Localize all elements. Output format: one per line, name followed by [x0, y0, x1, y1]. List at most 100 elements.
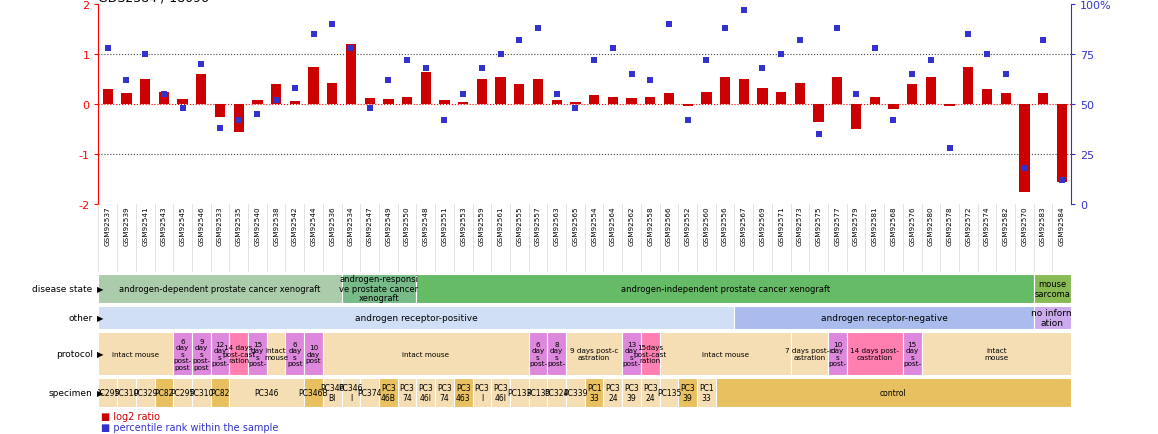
Text: GSM92577: GSM92577 — [834, 206, 841, 246]
Point — [1016, 165, 1034, 172]
Bar — [327, 84, 337, 105]
Bar — [472, 378, 491, 407]
Text: GSM92560: GSM92560 — [703, 206, 710, 246]
Bar — [907, 85, 917, 105]
Text: PC3
I: PC3 I — [475, 384, 490, 402]
Bar — [192, 332, 211, 375]
Text: GSM92549: GSM92549 — [386, 206, 391, 246]
Text: intact
mouse: intact mouse — [264, 348, 288, 360]
Text: GSM92565: GSM92565 — [572, 206, 579, 246]
Bar — [679, 378, 697, 407]
Text: 14 days post-
castration: 14 days post- castration — [850, 348, 900, 360]
Text: GSM92539: GSM92539 — [124, 206, 130, 246]
Point — [772, 52, 791, 59]
Text: disease state: disease state — [32, 284, 93, 293]
Point — [734, 8, 753, 15]
Bar — [154, 378, 174, 407]
Point — [435, 118, 454, 125]
Bar — [640, 332, 660, 375]
Text: GSM92557: GSM92557 — [535, 206, 541, 246]
Text: GSM92542: GSM92542 — [292, 206, 298, 246]
Bar — [454, 378, 472, 407]
Bar — [98, 332, 174, 375]
Bar — [514, 85, 525, 105]
Text: 6
day
s
post-
post: 6 day s post- post — [174, 338, 192, 370]
Bar — [510, 378, 529, 407]
Bar — [645, 98, 655, 105]
Point — [828, 26, 846, 33]
Text: PC1
33: PC1 33 — [699, 384, 713, 402]
Point — [379, 78, 397, 85]
Text: androgen-dependent prostate cancer xenograft: androgen-dependent prostate cancer xenog… — [119, 284, 321, 293]
Bar — [435, 378, 454, 407]
Bar — [664, 94, 674, 105]
Bar — [98, 306, 734, 329]
Bar — [529, 332, 548, 375]
Text: GSM92580: GSM92580 — [928, 206, 933, 246]
Point — [211, 125, 229, 132]
Bar — [308, 68, 318, 105]
Text: PC3
46I: PC3 46I — [418, 384, 433, 402]
Text: GSM92555: GSM92555 — [516, 206, 522, 246]
Text: GSM92547: GSM92547 — [367, 206, 373, 246]
Bar — [342, 378, 360, 407]
Text: GSM92573: GSM92573 — [797, 206, 802, 246]
Text: GSM92537: GSM92537 — [104, 206, 111, 246]
Point — [679, 118, 697, 125]
Bar — [234, 105, 244, 132]
Text: GSM92564: GSM92564 — [610, 206, 616, 246]
Bar — [570, 103, 580, 105]
Text: mouse
sarcoma: mouse sarcoma — [1034, 279, 1070, 298]
Bar — [420, 72, 431, 105]
Bar — [697, 378, 716, 407]
Point — [660, 22, 679, 29]
Text: PC3
39: PC3 39 — [680, 384, 695, 402]
Bar — [323, 378, 342, 407]
Point — [192, 62, 211, 69]
Bar — [922, 332, 1071, 375]
Point — [697, 58, 716, 65]
Text: 6
day
s
post: 6 day s post — [287, 341, 302, 367]
Bar — [379, 378, 397, 407]
Text: PC346
BI: PC346 BI — [320, 384, 345, 402]
Text: PC3
46B: PC3 46B — [381, 384, 396, 402]
Text: GSM92540: GSM92540 — [255, 206, 261, 246]
Bar — [851, 105, 862, 130]
Text: PC346
I: PC346 I — [338, 384, 364, 402]
Point — [529, 26, 548, 33]
Bar — [290, 102, 300, 105]
Bar — [739, 80, 749, 105]
Point — [959, 32, 977, 39]
Bar — [266, 332, 286, 375]
Text: GSM92581: GSM92581 — [872, 206, 878, 246]
Bar — [496, 78, 506, 105]
Text: ▶: ▶ — [97, 349, 104, 358]
Text: androgen-independent prostate cancer xenograft: androgen-independent prostate cancer xen… — [621, 284, 829, 293]
Text: PC3
46I: PC3 46I — [493, 384, 508, 402]
Bar — [776, 92, 786, 105]
Point — [229, 118, 248, 125]
Text: PC3
24: PC3 24 — [643, 384, 658, 402]
Bar — [1038, 94, 1048, 105]
Point — [548, 92, 566, 99]
Text: GDS2384 / 18096: GDS2384 / 18096 — [98, 0, 210, 4]
Text: PC3
463: PC3 463 — [456, 384, 470, 402]
Text: GSM92570: GSM92570 — [1021, 206, 1027, 246]
Text: PC82: PC82 — [154, 388, 174, 397]
Text: GSM92554: GSM92554 — [591, 206, 598, 246]
Bar — [608, 98, 618, 105]
Text: GSM92545: GSM92545 — [179, 206, 185, 246]
Bar — [626, 99, 637, 105]
Text: PC3
74: PC3 74 — [400, 384, 415, 402]
Bar — [122, 94, 132, 105]
Point — [791, 38, 809, 45]
Point — [940, 145, 959, 152]
Text: PC346B: PC346B — [299, 388, 329, 397]
Bar — [140, 80, 151, 105]
Text: GSM92533: GSM92533 — [217, 206, 223, 246]
Text: GSM92579: GSM92579 — [853, 206, 859, 246]
Point — [360, 105, 379, 112]
Text: specimen: specimen — [49, 388, 93, 397]
Bar — [734, 306, 1034, 329]
Bar — [660, 378, 679, 407]
